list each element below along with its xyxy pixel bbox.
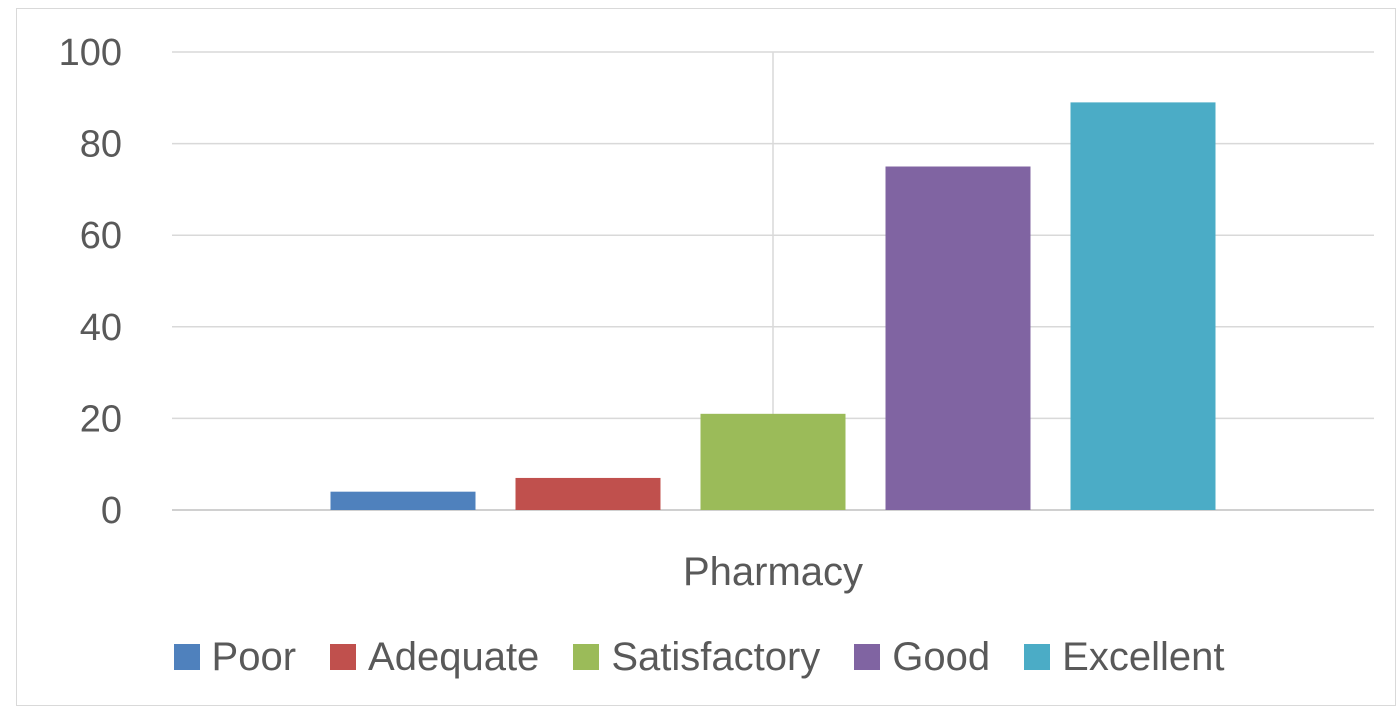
legend-item-adequate: Adequate [330,637,539,677]
legend-item-good: Good [854,637,990,677]
y-tick-label: 100 [59,32,122,74]
legend-item-excellent: Excellent [1024,637,1224,677]
y-tick-label: 20 [80,398,122,440]
bar-poor [330,491,476,510]
legend-label: Poor [211,635,297,679]
legend-swatch [330,644,357,670]
legend-item-poor: Poor [173,635,297,679]
y-tick-label: 40 [80,307,122,349]
y-axis-ticks: 0 20 40 60 80 100 [59,32,122,532]
bar-excellent [1070,102,1216,510]
bars [330,102,1216,510]
legend-label: Excellent [1062,635,1225,679]
y-tick-label: 80 [80,124,122,166]
legend: Poor Adequate Satisfactory Good Excellen… [0,632,1398,682]
legend-swatch [854,644,881,670]
legend-swatch [173,644,200,670]
x-category-label: Pharmacy [683,550,863,594]
bar-adequate [515,477,661,510]
bar-good [885,166,1031,510]
bar-satisfactory [700,413,846,510]
legend-label: Good [892,635,991,679]
legend-swatch [1024,644,1051,670]
legend-label: Adequate [368,635,540,679]
y-tick-label: 60 [80,215,122,257]
legend-label: Satisfactory [611,635,821,679]
y-tick-label: 0 [101,490,122,532]
legend-item-satisfactory: Satisfactory [573,637,820,677]
legend-swatch [573,644,600,670]
bar-chart: 0 20 40 60 80 100 Pharmacy [59,32,1374,594]
